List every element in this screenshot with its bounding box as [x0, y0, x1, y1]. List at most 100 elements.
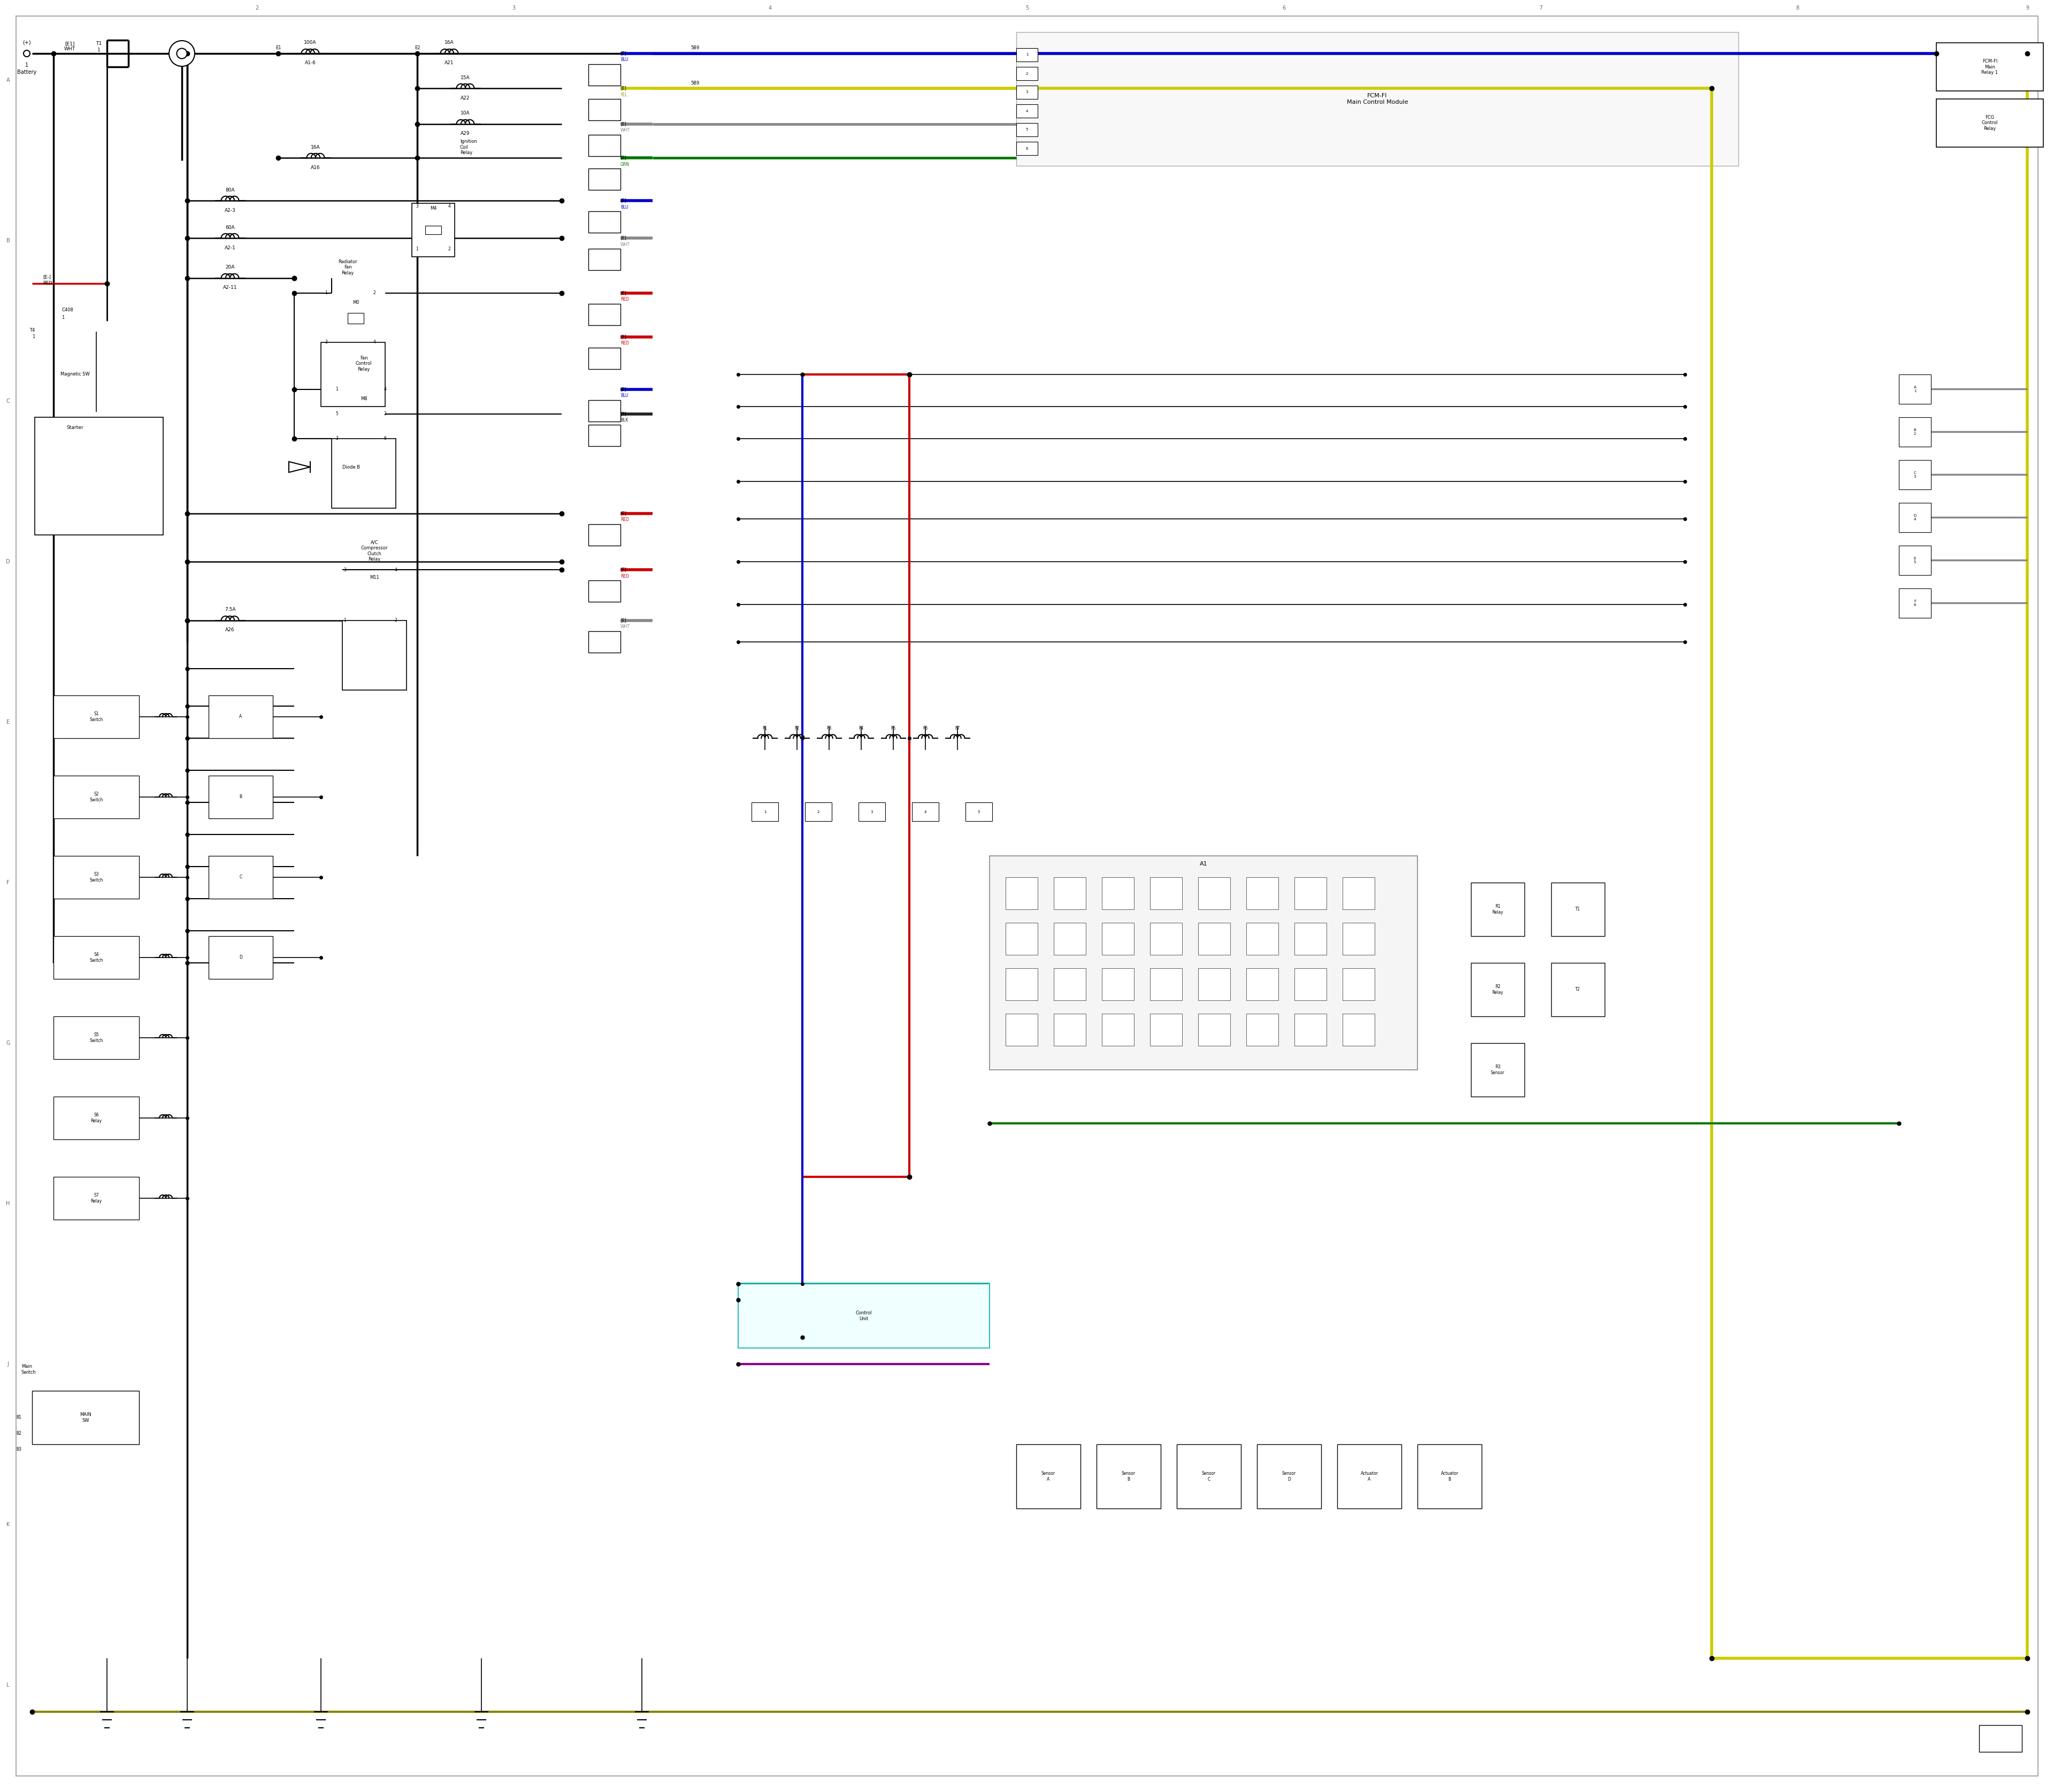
Text: 1: 1 [1025, 54, 1029, 56]
Text: A1: A1 [1200, 862, 1208, 867]
Bar [1937, 99, 2044, 147]
Text: A26: A26 [226, 627, 234, 633]
Bar [587, 631, 620, 652]
Bar [1006, 923, 1037, 955]
Bar [1017, 1444, 1080, 1509]
Text: 3: 3 [325, 340, 327, 344]
Text: F: F [6, 880, 10, 885]
Bar [990, 857, 1417, 1070]
Bar [1247, 878, 1278, 909]
Text: M0: M0 [353, 299, 359, 305]
Text: 2: 2 [448, 246, 450, 251]
Text: Fan
Control
Relay: Fan Control Relay [355, 357, 372, 371]
Text: 5B9: 5B9 [690, 81, 700, 86]
Bar [1294, 968, 1327, 1000]
Text: A29: A29 [460, 131, 470, 136]
Bar [53, 935, 140, 978]
Bar [1054, 968, 1087, 1000]
Bar [752, 803, 778, 821]
Text: BLU: BLU [620, 57, 629, 63]
Bar [1177, 1444, 1241, 1509]
Text: L: L [6, 1683, 10, 1688]
Text: WHT: WHT [620, 127, 631, 133]
Bar [587, 99, 620, 120]
Bar [1551, 883, 1604, 935]
Text: [E]: [E] [620, 335, 626, 339]
Bar [53, 857, 140, 898]
Text: G: G [6, 1041, 10, 1047]
Text: D: D [6, 559, 10, 564]
Text: A2-1: A2-1 [224, 246, 236, 251]
Bar [1343, 1014, 1374, 1047]
Text: Sensor
A: Sensor A [1041, 1471, 1056, 1482]
Bar [1017, 32, 1738, 167]
Bar [343, 620, 407, 690]
Text: 100A: 100A [304, 41, 316, 45]
Text: M8: M8 [359, 396, 368, 401]
Bar [425, 226, 442, 235]
Bar [1006, 1014, 1037, 1047]
Circle shape [23, 50, 31, 57]
Text: A22: A22 [460, 95, 470, 100]
Bar [1101, 968, 1134, 1000]
Text: WHT: WHT [64, 47, 76, 52]
Text: 1: 1 [325, 290, 327, 296]
Text: R1
Relay: R1 Relay [1491, 905, 1504, 914]
Bar [1054, 923, 1087, 955]
Text: 3: 3 [511, 5, 516, 11]
Text: D
4: D 4 [1914, 514, 1916, 521]
Text: 3: 3 [343, 568, 347, 572]
Text: S6
Relay: S6 Relay [90, 1113, 103, 1124]
Text: 2: 2 [1025, 72, 1029, 75]
Bar [912, 803, 939, 821]
Text: A2-11: A2-11 [224, 285, 236, 290]
Bar [1343, 878, 1374, 909]
Text: 2: 2 [255, 5, 259, 11]
Text: B3: B3 [16, 1448, 21, 1452]
Bar [1898, 461, 1931, 489]
Text: (+): (+) [23, 39, 31, 45]
Text: B: B [6, 238, 10, 244]
Bar [587, 525, 620, 545]
Text: 2: 2 [384, 412, 386, 416]
Text: S2
Switch: S2 Switch [90, 792, 103, 803]
Text: A: A [6, 77, 10, 82]
Text: BLU: BLU [620, 204, 629, 210]
Bar [965, 803, 992, 821]
Text: 4: 4 [394, 568, 396, 572]
Bar [1937, 43, 2044, 91]
Bar [587, 425, 620, 446]
Bar [210, 857, 273, 898]
Bar [805, 803, 832, 821]
Text: 16A: 16A [444, 41, 454, 45]
Text: S3
Switch: S3 Switch [90, 873, 103, 882]
Text: R3
Sensor: R3 Sensor [1491, 1064, 1506, 1075]
Text: 3: 3 [415, 204, 419, 208]
Bar [1101, 1014, 1134, 1047]
Bar [53, 1097, 140, 1140]
Bar [35, 418, 162, 536]
Bar [1197, 923, 1230, 955]
Text: [E]: [E] [620, 52, 626, 56]
Text: T4: T4 [29, 328, 35, 333]
Bar [1980, 1726, 2021, 1753]
Bar [210, 935, 273, 978]
Bar [347, 314, 364, 324]
Text: FCM-FI
Main Control Module: FCM-FI Main Control Module [1347, 93, 1407, 104]
Text: 6: 6 [384, 435, 386, 441]
Text: [E-]: [E-] [43, 274, 51, 280]
Text: 9: 9 [2025, 5, 2029, 11]
Text: S4
Switch: S4 Switch [90, 952, 103, 962]
Text: [E]: [E] [620, 156, 626, 159]
Bar [1017, 124, 1037, 136]
Text: A1-6: A1-6 [304, 61, 316, 66]
Text: 15A: 15A [460, 75, 470, 81]
Text: 1: 1 [417, 246, 419, 251]
Text: 3: 3 [871, 810, 873, 814]
Text: M4: M4 [429, 206, 438, 211]
Circle shape [168, 41, 195, 66]
Bar [1006, 968, 1037, 1000]
Bar [53, 1016, 140, 1059]
Text: K: K [6, 1521, 10, 1527]
Text: F1: F1 [762, 726, 768, 731]
